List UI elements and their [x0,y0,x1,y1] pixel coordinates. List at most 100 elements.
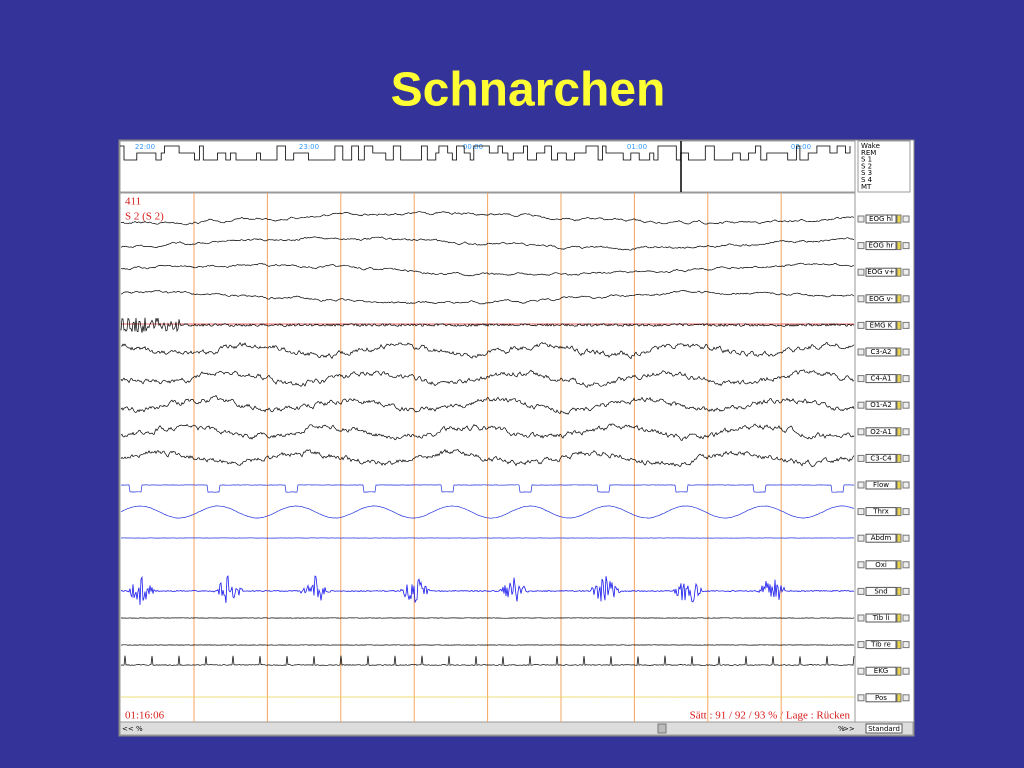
channel-label-box[interactable] [865,320,897,330]
channel-label-box[interactable] [865,453,897,463]
channel-label[interactable]: O1-A2 [870,401,892,409]
channel-gain[interactable] [896,586,902,596]
channel-label-box[interactable] [865,241,897,251]
channel-plus[interactable] [902,215,910,223]
channel-label-box[interactable] [865,374,897,384]
channel-gain[interactable] [896,453,902,463]
channel-plus[interactable] [902,614,910,622]
channel-label[interactable]: Tib li [872,614,890,622]
channel-label[interactable]: EMG K [870,321,893,329]
channel-label[interactable]: EOG v+ [867,268,895,276]
channel-plus[interactable] [902,348,910,356]
channel-minus[interactable] [857,534,865,542]
channel-minus[interactable] [857,242,865,250]
channel-label-box[interactable] [865,640,897,650]
channel-gain[interactable] [896,480,902,490]
channel-label[interactable]: Snd [874,587,887,595]
channel-label[interactable]: EOG v- [869,295,894,303]
channel-label-box[interactable] [865,666,897,676]
channel-label-box[interactable] [865,693,897,703]
scroll-forward[interactable]: >> [843,725,855,733]
channel-label-box[interactable] [865,613,897,623]
channel-label-box[interactable] [865,586,897,596]
channel-plus[interactable] [902,641,910,649]
channel-label[interactable]: O2-A1 [870,428,892,436]
channel-plus[interactable] [902,561,910,569]
channel-minus[interactable] [857,428,865,436]
channel-gain[interactable] [896,294,902,304]
channel-label-box[interactable] [865,427,897,437]
channel-label-box[interactable] [865,533,897,543]
channel-gain[interactable] [896,560,902,570]
channel-gain[interactable] [896,533,902,543]
channel-label-box[interactable] [865,267,897,277]
channel-gain[interactable] [896,347,902,357]
channel-plus[interactable] [902,401,910,409]
channel-label-box[interactable] [865,560,897,570]
channel-plus[interactable] [902,481,910,489]
channel-label-box[interactable] [865,294,897,304]
channel-label[interactable]: Abdm [871,534,892,542]
channel-plus[interactable] [902,508,910,516]
channel-label[interactable]: C3-C4 [870,454,892,462]
channel-minus[interactable] [857,481,865,489]
channel-plus[interactable] [902,667,910,675]
channel-gain[interactable] [896,640,902,650]
channel-gain[interactable] [896,241,902,251]
channel-label[interactable]: Thrx [872,508,889,516]
channel-label[interactable]: C4-A1 [871,375,892,383]
channel-plus[interactable] [902,295,910,303]
channel-plus[interactable] [902,268,910,276]
channel-gain[interactable] [896,693,902,703]
channel-gain[interactable] [896,666,902,676]
channel-gain[interactable] [896,427,902,437]
channel-minus[interactable] [857,295,865,303]
channel-plus[interactable] [902,534,910,542]
channel-plus[interactable] [902,242,910,250]
channel-plus[interactable] [902,694,910,702]
channel-gain[interactable] [896,214,902,224]
channel-plus[interactable] [902,375,910,383]
channel-minus[interactable] [857,321,865,329]
channel-label[interactable]: Tib re [870,641,891,649]
channel-label[interactable]: Flow [873,481,889,489]
channel-minus[interactable] [857,508,865,516]
channel-plus[interactable] [902,428,910,436]
zoom-button-right[interactable]: % [838,725,845,733]
channel-gain[interactable] [896,374,902,384]
channel-minus[interactable] [857,667,865,675]
channel-label[interactable]: Pos [875,694,887,702]
channel-plus[interactable] [902,454,910,462]
channel-minus[interactable] [857,561,865,569]
channel-label[interactable]: EKG [874,667,888,675]
channel-label-box[interactable] [865,507,897,517]
channel-gain[interactable] [896,320,902,330]
scroll-bar[interactable] [119,721,914,736]
channel-plus[interactable] [902,321,910,329]
channel-label-box[interactable] [865,480,897,490]
channel-gain[interactable] [896,507,902,517]
channel-label[interactable]: EOG hl [869,215,893,223]
channel-label[interactable]: EOG hr [869,242,894,250]
channel-minus[interactable] [857,401,865,409]
channel-gain[interactable] [896,613,902,623]
channel-minus[interactable] [857,694,865,702]
montage-box[interactable] [865,723,903,734]
channel-gain[interactable] [896,400,902,410]
scroll-thumb[interactable] [657,723,667,734]
channel-minus[interactable] [857,375,865,383]
zoom-button[interactable]: % [136,725,143,733]
channel-label-box[interactable] [865,400,897,410]
montage-label[interactable]: Standard [868,725,900,733]
channel-minus[interactable] [857,614,865,622]
channel-gain[interactable] [896,267,902,277]
channel-minus[interactable] [857,454,865,462]
channel-label[interactable]: Oxi [875,561,887,569]
scroll-back[interactable]: << [122,725,134,733]
channel-minus[interactable] [857,587,865,595]
channel-label-box[interactable] [865,347,897,357]
channel-plus[interactable] [902,587,910,595]
channel-minus[interactable] [857,215,865,223]
channel-minus[interactable] [857,268,865,276]
channel-label[interactable]: C3-A2 [871,348,892,356]
